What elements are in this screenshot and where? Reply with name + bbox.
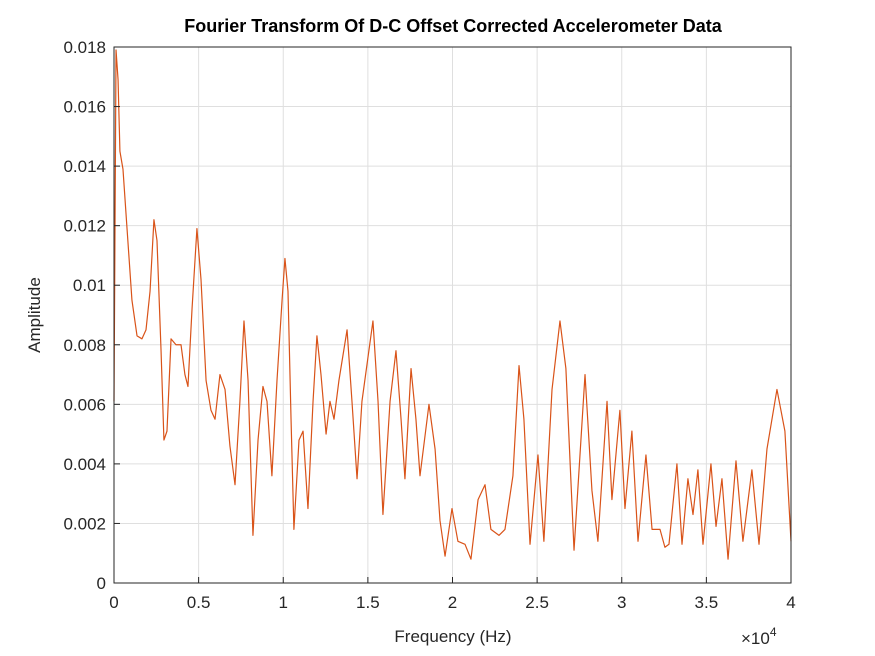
y-tick-label: 0.006	[63, 395, 106, 414]
x-tick-label: 0.5	[187, 593, 211, 612]
x-tick-label: 1.5	[356, 593, 380, 612]
x-tick-label: 2.5	[525, 593, 549, 612]
x-tick-label: 4	[786, 593, 795, 612]
exponent-power: 4	[770, 625, 777, 639]
marks	[113, 49, 792, 560]
y-tick-label: 0.002	[63, 514, 106, 533]
y-tick-label: 0.014	[63, 157, 106, 176]
y-axis-label: Amplitude	[25, 277, 44, 353]
chart-title: Fourier Transform Of D-C Offset Correcte…	[184, 16, 722, 36]
y-tick-label: 0.016	[63, 98, 106, 117]
x-axis-label: Frequency (Hz)	[394, 627, 511, 646]
x-tick-label: 3	[617, 593, 626, 612]
x-tick-label: 0	[109, 593, 118, 612]
x-tick-label: 2	[448, 593, 457, 612]
y-tick-label: 0.004	[63, 455, 106, 474]
exponent-base: ×10	[741, 629, 770, 648]
x-tick-label: 1	[279, 593, 288, 612]
y-tick-label: 0.018	[63, 38, 106, 57]
y-tick-label: 0.012	[63, 217, 106, 236]
y-tick-label: 0	[97, 574, 106, 593]
x-exponent: ×104	[741, 625, 777, 648]
y-tick-label: 0.01	[73, 276, 106, 295]
x-tick-label: 3.5	[695, 593, 719, 612]
y-tick-label: 0.008	[63, 336, 106, 355]
data-line	[113, 49, 792, 560]
